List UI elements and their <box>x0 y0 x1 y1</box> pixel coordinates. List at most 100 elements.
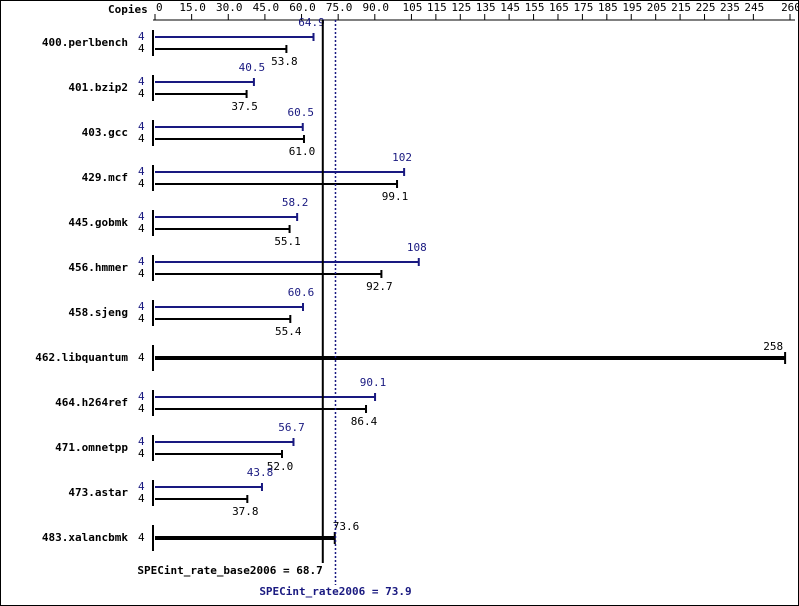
x-tick-label: 75.0 <box>326 1 353 14</box>
bar-cap <box>292 438 295 446</box>
bar <box>155 93 247 95</box>
copies-label: 4 <box>138 222 145 235</box>
x-tick-label: 60.0 <box>289 1 316 14</box>
x-tick-label: 215 <box>671 1 691 14</box>
bar <box>155 536 335 540</box>
reference-label: SPECint_rate_base2006 = 68.7 <box>137 564 322 577</box>
value-label: 52.0 <box>267 460 294 473</box>
value-label: 55.4 <box>275 325 302 338</box>
copies-label: 4 <box>138 120 145 133</box>
x-tick-label: 155 <box>525 1 545 14</box>
value-label: 86.4 <box>351 415 378 428</box>
x-tick-label: 30.0 <box>216 1 243 14</box>
copies-label: 4 <box>138 480 145 493</box>
x-tick-label: 125 <box>451 1 471 14</box>
copies-label: 4 <box>138 435 145 448</box>
bar-cap <box>417 258 420 266</box>
copies-label: 4 <box>138 177 145 190</box>
bar-cap <box>289 315 292 323</box>
bar-cap <box>252 78 255 86</box>
bar <box>155 498 248 500</box>
x-tick-label: 195 <box>622 1 642 14</box>
value-label: 60.5 <box>288 106 315 119</box>
category-label: 458.sjeng <box>68 306 128 319</box>
bar-cap <box>260 483 263 491</box>
copies-label: 4 <box>138 390 145 403</box>
bar-cap <box>285 45 288 53</box>
value-label: 92.7 <box>366 280 393 293</box>
x-tick-label: 145 <box>500 1 520 14</box>
x-tick-label: 225 <box>696 1 716 14</box>
bar-cap <box>380 270 383 278</box>
category-label: 401.bzip2 <box>68 81 128 94</box>
copies-label: 4 <box>138 312 145 325</box>
bar-cap <box>245 90 248 98</box>
bar-cap <box>246 495 249 503</box>
value-label: 102 <box>392 151 412 164</box>
bar-cap <box>302 303 305 311</box>
value-label: 53.8 <box>271 55 298 68</box>
bar-cap <box>784 352 787 364</box>
category-label: 462.libquantum <box>35 351 128 364</box>
copies-label: 4 <box>138 210 145 223</box>
bar <box>155 36 314 38</box>
bar <box>155 183 398 185</box>
x-tick-label: 235 <box>720 1 740 14</box>
bar-cap <box>403 168 406 176</box>
copies-label: 4 <box>138 132 145 145</box>
bar-cap <box>365 405 368 413</box>
x-tick-label: 185 <box>598 1 618 14</box>
bar <box>155 318 291 320</box>
bar <box>155 216 298 218</box>
value-label: 258 <box>763 340 783 353</box>
bar-cap <box>301 123 304 131</box>
bar <box>155 408 367 410</box>
value-label: 37.8 <box>232 505 259 518</box>
copies-label: 4 <box>138 492 145 505</box>
bar <box>155 138 304 140</box>
value-label: 60.6 <box>288 286 315 299</box>
x-tick-label: 0 <box>156 1 163 14</box>
copies-label: 4 <box>138 351 145 364</box>
category-label: 403.gcc <box>82 126 128 139</box>
copies-label: 4 <box>138 531 145 544</box>
value-label: 55.1 <box>274 235 301 248</box>
x-tick-label: 245 <box>744 1 764 14</box>
copies-label: 4 <box>138 255 145 268</box>
x-tick-label: 205 <box>647 1 667 14</box>
value-label: 99.1 <box>382 190 409 203</box>
category-label: 473.astar <box>68 486 128 499</box>
bar <box>155 306 304 308</box>
bar <box>155 261 419 263</box>
x-tick-label: 260 <box>781 1 799 14</box>
bar <box>155 48 287 50</box>
copies-label: 4 <box>138 402 145 415</box>
bar-cap <box>288 225 291 233</box>
bar <box>155 396 376 398</box>
value-label: 108 <box>407 241 427 254</box>
bar-cap <box>312 33 315 41</box>
bar-cap <box>302 135 305 143</box>
x-tick-label: 165 <box>549 1 569 14</box>
x-tick-label: 135 <box>476 1 496 14</box>
category-label: 445.gobmk <box>68 216 128 229</box>
bar <box>155 126 303 128</box>
category-label: 400.perlbench <box>42 36 128 49</box>
value-label: 40.5 <box>239 61 266 74</box>
value-label: 73.6 <box>333 520 360 533</box>
value-label: 58.2 <box>282 196 309 209</box>
copies-label: 4 <box>138 87 145 100</box>
bar <box>155 171 405 173</box>
copies-label: 4 <box>138 267 145 280</box>
value-label: 61.0 <box>289 145 316 158</box>
category-label: 456.hmmer <box>68 261 128 274</box>
copies-label: 4 <box>138 300 145 313</box>
value-label: 56.7 <box>278 421 305 434</box>
bar <box>155 81 254 83</box>
copies-label: 4 <box>138 447 145 460</box>
category-label: 471.omnetpp <box>55 441 128 454</box>
x-tick-label: 45.0 <box>253 1 280 14</box>
copies-label: 4 <box>138 75 145 88</box>
